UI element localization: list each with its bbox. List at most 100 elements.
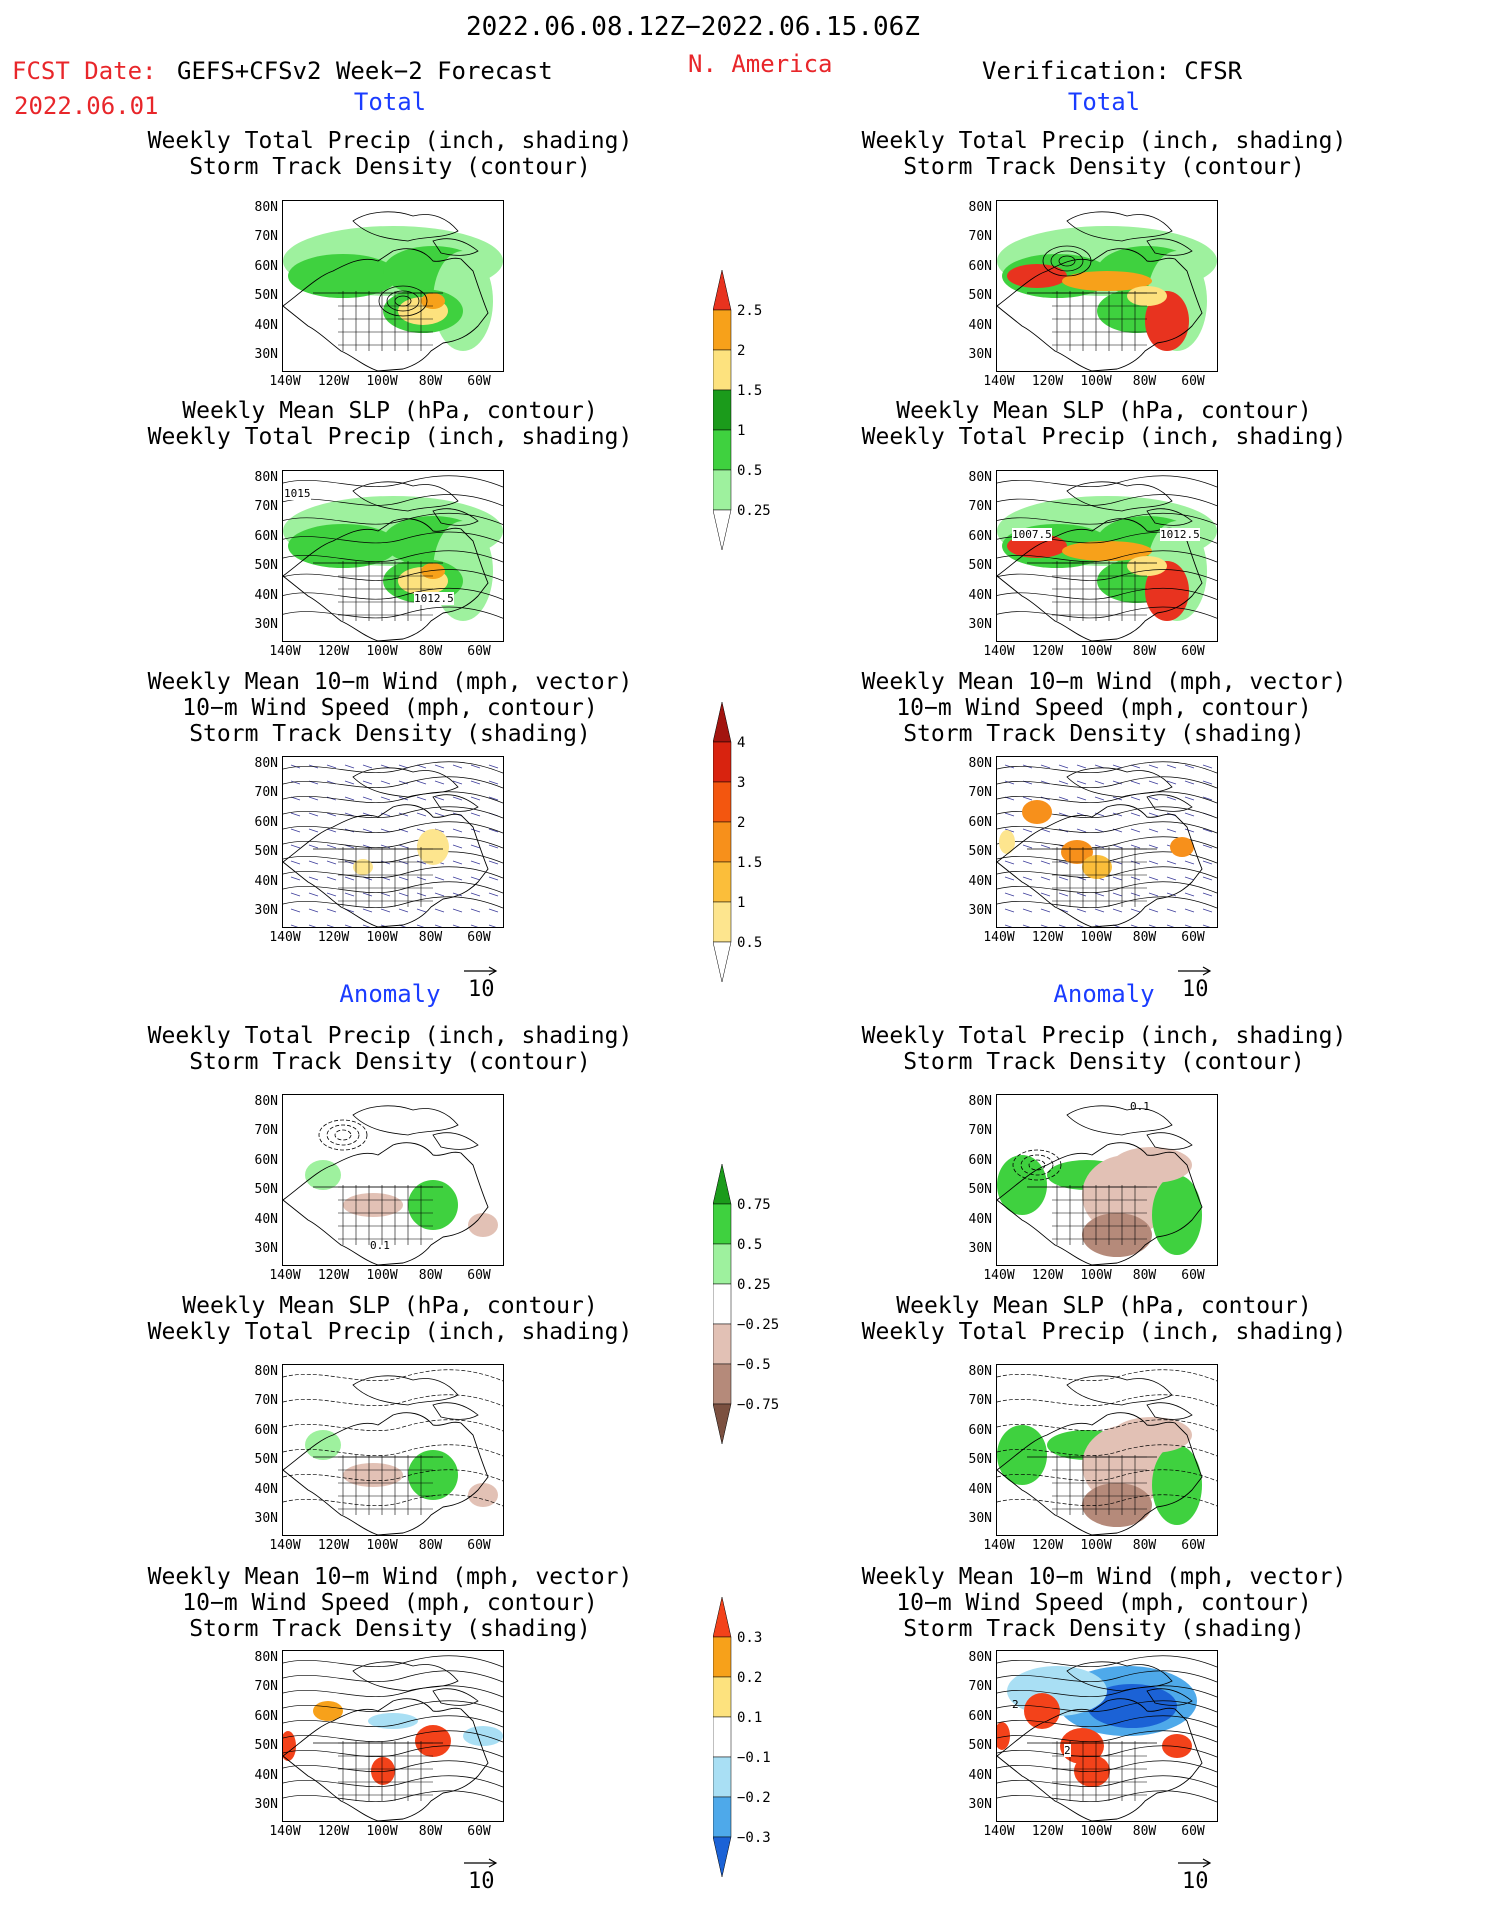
wind-vector [1004,828,1015,833]
wind-vector [362,780,373,785]
title-fcst-wind-total: Weekly Mean 10−m Wind (mph, vector) 10−m… [90,669,690,747]
contour-line [997,896,1217,909]
title-line: Weekly Mean 10−m Wind (mph, vector) [147,1564,633,1590]
wind-vector [1202,780,1213,785]
title-line: Storm Track Density (shading) [903,721,1305,747]
wind-vector [290,812,301,817]
lon-label: 60W [1181,1824,1205,1839]
wind-vector [290,780,301,785]
colorbar-segment [713,1163,732,1205]
wind-vector [1130,764,1141,769]
wind-vector [488,860,499,865]
wind-vector [1148,828,1159,833]
map-right-precipA [996,1094,1218,1266]
wind-vector [290,876,301,881]
title-line: 10−m Wind Speed (mph, contour) [896,695,1312,721]
coastline [283,1142,489,1265]
wind-vector [470,764,481,769]
wind-vector [326,924,335,927]
date-range-title: 2022.06.08.12Z−2022.06.15.06Z [466,12,920,42]
wind-vector [1202,892,1213,897]
wind-vector [362,764,373,769]
contour-label-track: 0.1 [370,1239,390,1252]
wind-vector [1148,860,1159,865]
lon-label: 120W [1031,1538,1064,1553]
wind-vector [416,812,427,817]
title-line: Weekly Total Precip (inch, shading) [861,1023,1347,1049]
contour-line [1012,1149,1062,1181]
lat-label: 80N [968,470,992,485]
lat-label: 30N [968,1797,992,1812]
wind-vector [326,876,337,881]
shading-region [1061,840,1093,864]
lon-label: 140W [269,644,301,659]
wind-vector [344,812,355,817]
contour-line [997,1790,1217,1803]
lat-label: 30N [968,1511,992,1526]
wind-vector [1112,860,1123,865]
wind-vector [488,828,499,833]
map-left-windA [282,1650,504,1822]
lon-label: 80W [1132,1824,1157,1839]
region-label: N. America [688,50,833,78]
wind-vector [344,924,353,927]
contour-line [997,776,1217,789]
lon-label: 80W [1132,1538,1157,1553]
coastline [432,1402,479,1420]
coastline [1146,1132,1193,1150]
wind-vector [1148,844,1159,849]
shading-region [288,254,398,298]
colorbar-segment [713,1363,732,1405]
wind-vector [1184,908,1195,913]
coastline [997,1142,1203,1265]
coastline [283,1412,489,1535]
lon-label: 100W [1080,1824,1112,1839]
wind-vector [1202,876,1213,881]
colorbar-label: 0.25 [737,503,771,519]
shading-region [999,830,1015,854]
shading-region [305,1430,341,1460]
lon-label: 60W [467,644,491,659]
title-ver-wind-total: Weekly Mean 10−m Wind (mph, vector) 10−m… [804,669,1404,747]
contour-line [283,1394,503,1407]
shading-region [997,311,1077,371]
lon-label: 100W [1080,1538,1112,1553]
shading-region [463,1726,503,1746]
wind-vector [362,908,373,913]
wind-vector [1040,764,1051,769]
shading-region [468,1213,498,1237]
lat-label: 50N [968,1738,992,1754]
wind-vector [434,908,445,913]
lat-label: 30N [254,1511,278,1526]
contour-line [283,1760,503,1773]
lon-label: 120W [317,1268,350,1283]
wind-vector [1076,780,1087,785]
lon-label: 100W [1080,644,1112,659]
map-left-slpT [282,470,504,642]
wind-vector [326,828,337,833]
wind-vector [380,844,391,849]
wind-vector [488,844,499,849]
contour-line [997,1775,1217,1788]
colorbar-label: 0.5 [737,935,762,951]
contour-line [283,1444,503,1457]
vector-reference-value: 10 [468,977,495,1002]
contour-line [997,606,1217,619]
lon-label: 80W [1132,374,1157,389]
wind-vector [398,780,409,785]
contour-line [283,569,503,582]
lon-label: 100W [366,1268,398,1283]
contour-line [1020,1154,1054,1176]
wind-vector [1130,908,1141,913]
wind-vector [362,892,373,897]
wind-vector [362,828,373,833]
colorbar-label: 1.5 [737,855,762,871]
map-canvas [283,1369,503,1535]
lat-label: 40N [254,1481,278,1497]
lat-label: 40N [968,1481,992,1497]
wind-vector [434,892,445,897]
colorbar-label: 1 [737,895,745,911]
section-anomaly-right: Anomaly [1053,980,1155,1008]
contour-line [283,1494,503,1507]
contour-line [378,285,428,317]
